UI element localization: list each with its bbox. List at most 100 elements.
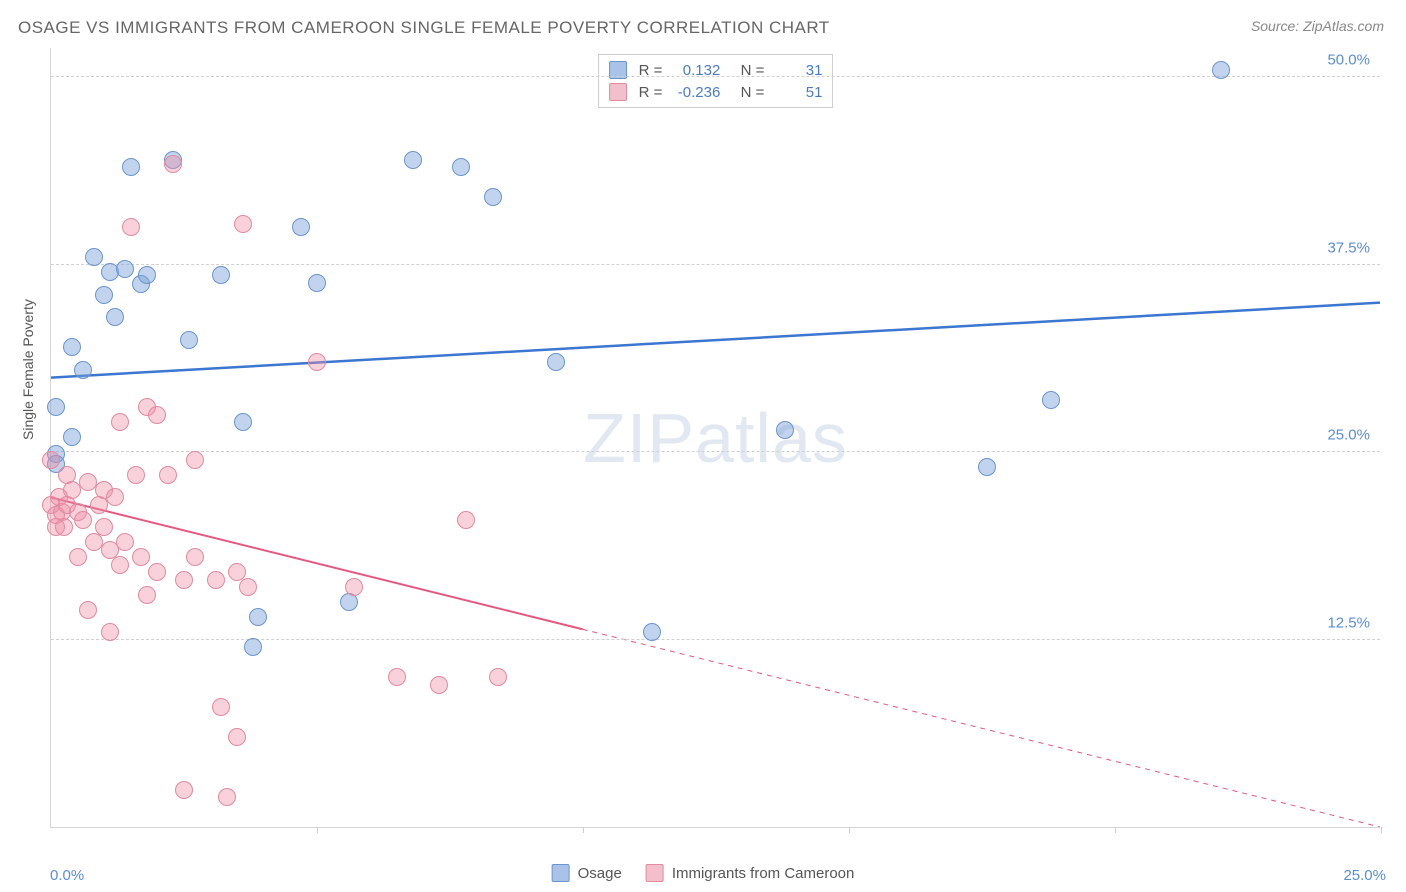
scatter-point (122, 218, 140, 236)
scatter-point (186, 451, 204, 469)
watermark-atlas: atlas (695, 399, 848, 477)
scatter-point (643, 623, 661, 641)
x-tick (1115, 827, 1116, 833)
watermark: ZIPatlas (583, 398, 848, 478)
n-value-cameroon: 51 (772, 84, 822, 101)
scatter-point (122, 158, 140, 176)
legend-label-cameroon: Immigrants from Cameroon (672, 865, 855, 882)
scatter-point (207, 571, 225, 589)
scatter-point (430, 676, 448, 694)
legend-bottom: Osage Immigrants from Cameroon (552, 864, 855, 882)
scatter-point (164, 155, 182, 173)
scatter-point (111, 556, 129, 574)
y-gridline (51, 451, 1380, 452)
scatter-point (776, 421, 794, 439)
scatter-point (1042, 391, 1060, 409)
scatter-point (116, 260, 134, 278)
y-tick-label: 25.0% (1327, 427, 1370, 444)
scatter-point (1212, 61, 1230, 79)
r-label: R = (639, 84, 663, 101)
scatter-point (228, 728, 246, 746)
scatter-point (95, 286, 113, 304)
x-max-label: 25.0% (1343, 867, 1386, 884)
scatter-point (55, 518, 73, 536)
scatter-point (95, 518, 113, 536)
plot-area: ZIPatlas R = 0.132 N = 31 R = -0.236 N =… (50, 48, 1380, 828)
scatter-point (212, 266, 230, 284)
source-label: Source: ZipAtlas.com (1251, 18, 1384, 34)
legend-stats-row-osage: R = 0.132 N = 31 (609, 59, 823, 81)
legend-item-osage: Osage (552, 864, 622, 882)
y-tick-label: 12.5% (1327, 614, 1370, 631)
scatter-point (74, 511, 92, 529)
scatter-point (106, 308, 124, 326)
scatter-point (547, 353, 565, 371)
scatter-point (452, 158, 470, 176)
swatch-cameroon (646, 864, 664, 882)
legend-label-osage: Osage (578, 865, 622, 882)
scatter-point (175, 571, 193, 589)
scatter-point (116, 533, 134, 551)
scatter-point (148, 563, 166, 581)
scatter-point (457, 511, 475, 529)
scatter-point (292, 218, 310, 236)
r-value-cameroon: -0.236 (670, 84, 720, 101)
swatch-osage (552, 864, 570, 882)
scatter-point (74, 361, 92, 379)
scatter-point (79, 601, 97, 619)
swatch-cameroon (609, 83, 627, 101)
scatter-point (127, 466, 145, 484)
scatter-point (308, 353, 326, 371)
scatter-point (234, 215, 252, 233)
scatter-point (47, 398, 65, 416)
y-axis-label: Single Female Poverty (20, 299, 36, 440)
scatter-point (106, 488, 124, 506)
scatter-point (148, 406, 166, 424)
scatter-point (234, 413, 252, 431)
chart-container: OSAGE VS IMMIGRANTS FROM CAMEROON SINGLE… (0, 0, 1406, 892)
legend-stats: R = 0.132 N = 31 R = -0.236 N = 51 (598, 54, 834, 108)
scatter-point (85, 248, 103, 266)
scatter-point (484, 188, 502, 206)
scatter-point (249, 608, 267, 626)
y-gridline (51, 76, 1380, 77)
trend-line-solid (51, 497, 583, 629)
scatter-point (138, 266, 156, 284)
scatter-point (132, 548, 150, 566)
scatter-point (159, 466, 177, 484)
chart-title: OSAGE VS IMMIGRANTS FROM CAMEROON SINGLE… (18, 18, 830, 38)
scatter-point (42, 451, 60, 469)
scatter-point (218, 788, 236, 806)
scatter-point (138, 586, 156, 604)
trend-lines-layer (51, 48, 1380, 827)
x-min-label: 0.0% (50, 867, 84, 884)
scatter-point (180, 331, 198, 349)
trend-line-dashed (583, 629, 1380, 827)
scatter-point (63, 338, 81, 356)
watermark-zip: ZIP (583, 399, 695, 477)
scatter-point (388, 668, 406, 686)
scatter-point (69, 548, 87, 566)
scatter-point (239, 578, 257, 596)
scatter-point (212, 698, 230, 716)
scatter-point (308, 274, 326, 292)
scatter-point (186, 548, 204, 566)
scatter-point (345, 578, 363, 596)
legend-item-cameroon: Immigrants from Cameroon (646, 864, 855, 882)
x-tick (317, 827, 318, 833)
scatter-point (404, 151, 422, 169)
x-tick (583, 827, 584, 833)
scatter-point (63, 428, 81, 446)
scatter-point (175, 781, 193, 799)
legend-stats-row-cameroon: R = -0.236 N = 51 (609, 81, 823, 103)
trend-line-solid (51, 303, 1380, 378)
scatter-point (978, 458, 996, 476)
scatter-point (111, 413, 129, 431)
x-tick (1381, 827, 1382, 833)
y-tick-label: 37.5% (1327, 239, 1370, 256)
scatter-point (489, 668, 507, 686)
scatter-point (101, 623, 119, 641)
n-label: N = (732, 84, 764, 101)
y-tick-label: 50.0% (1327, 52, 1370, 69)
y-gridline (51, 264, 1380, 265)
